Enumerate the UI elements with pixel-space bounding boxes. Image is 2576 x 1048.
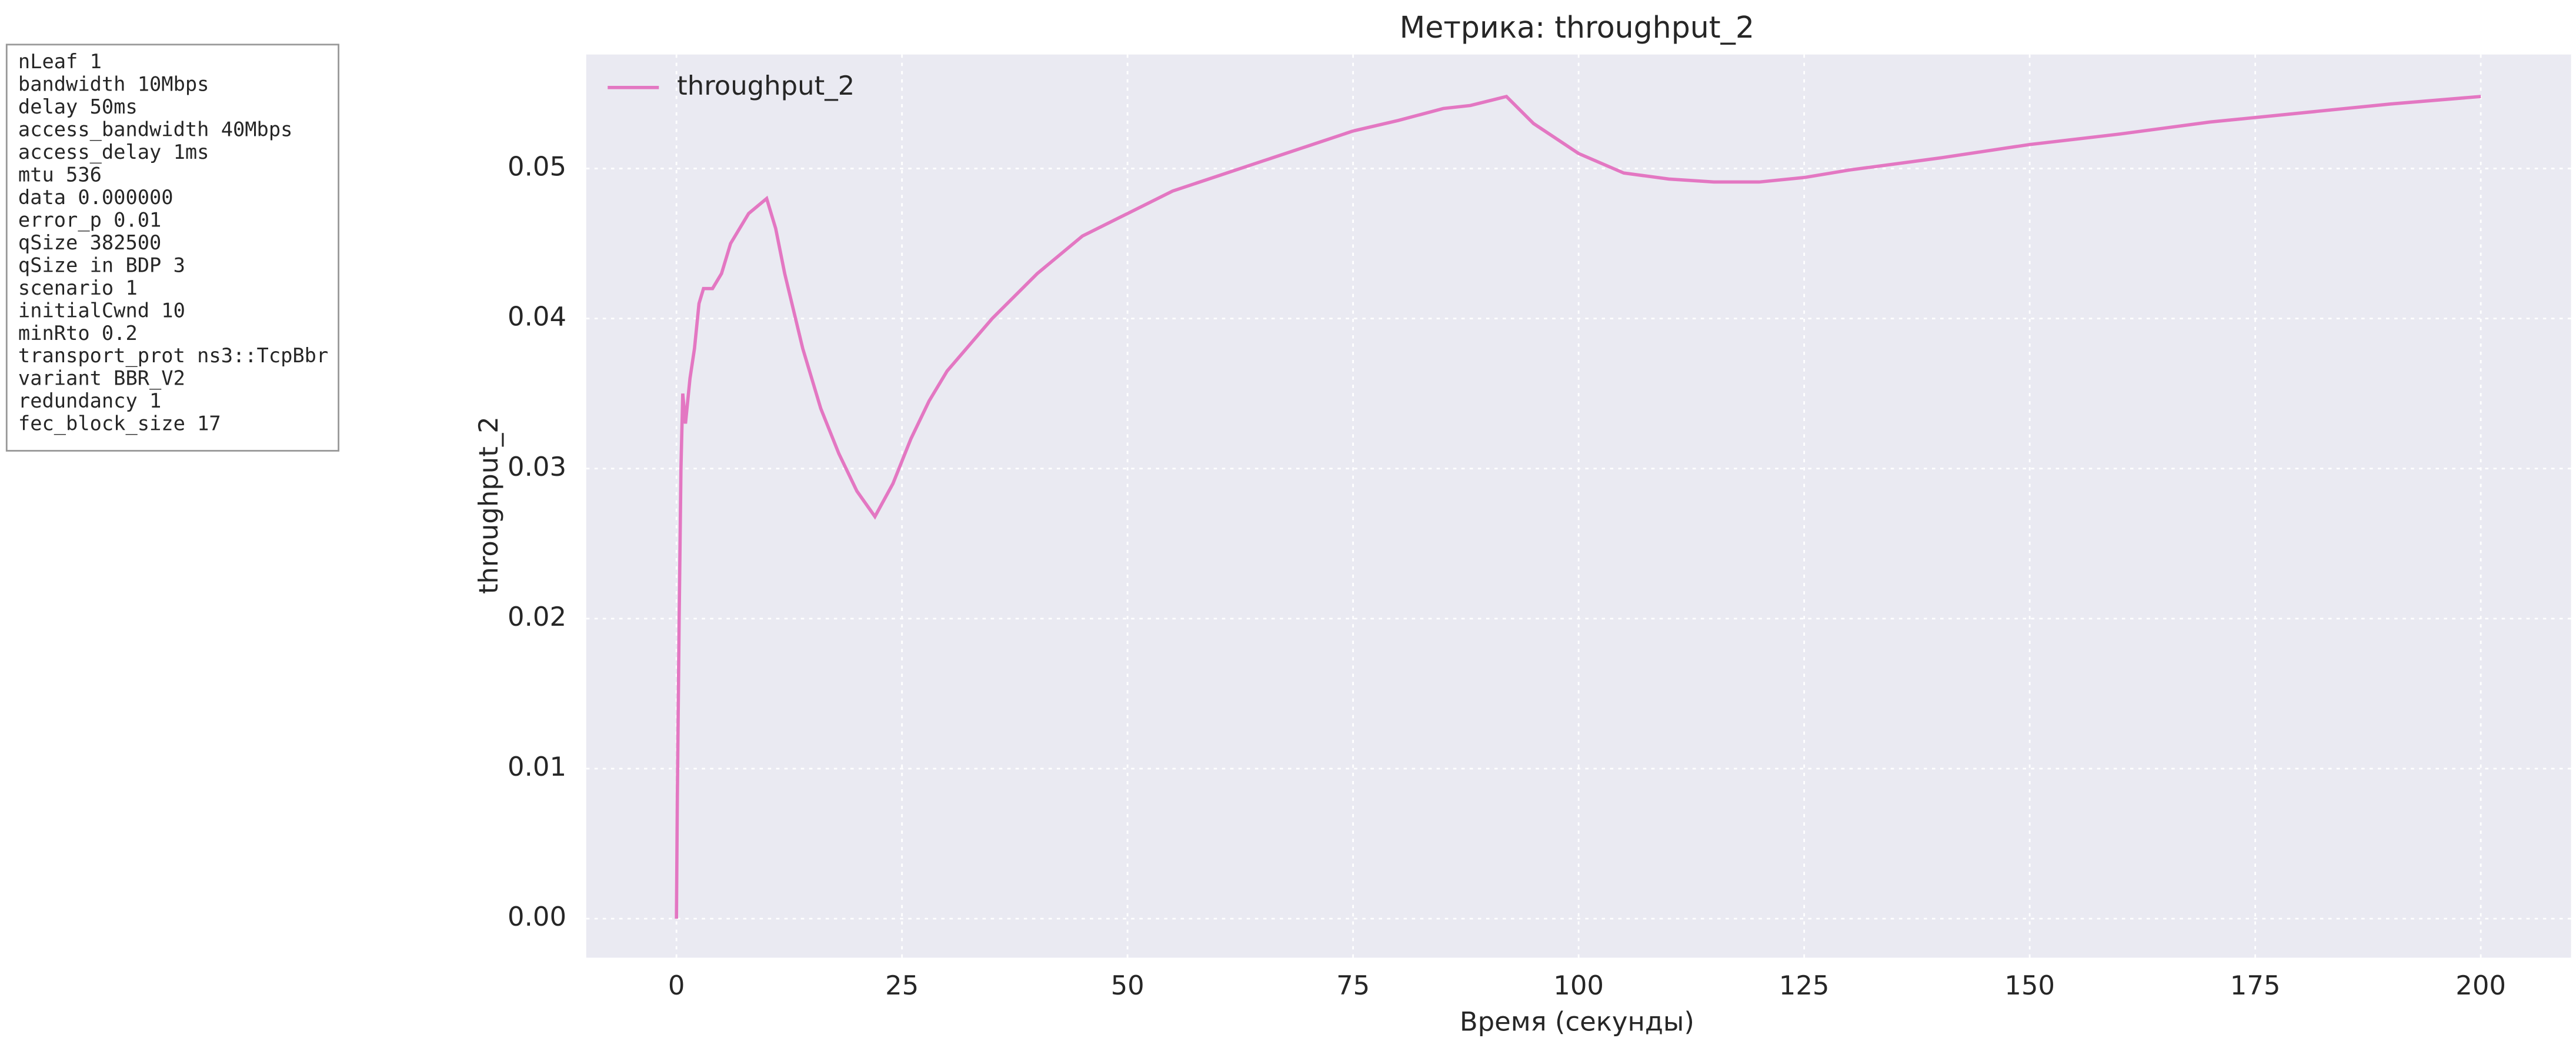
info-line: nLeaf 1 xyxy=(18,50,102,73)
info-line: minRto 0.2 xyxy=(18,322,138,345)
y-tick-label: 0.01 xyxy=(508,751,566,782)
x-tick-label: 200 xyxy=(2455,970,2506,1001)
y-tick-label: 0.03 xyxy=(508,451,566,482)
plot-area xyxy=(586,54,2571,958)
x-tick-label: 75 xyxy=(1336,970,1370,1001)
y-tick-label: 0.00 xyxy=(508,901,566,932)
info-line: transport_prot ns3::TcpBbr xyxy=(18,344,328,368)
info-line: bandwidth 10Mbps xyxy=(18,73,209,96)
x-tick-label: 25 xyxy=(885,970,919,1001)
info-line: fec_block_size 17 xyxy=(18,412,221,436)
x-tick-label: 150 xyxy=(2004,970,2055,1001)
info-line: access_bandwidth 40Mbps xyxy=(18,118,292,142)
info-line: data 0.000000 xyxy=(18,186,173,209)
y-tick-label: 0.05 xyxy=(508,151,566,182)
info-line: qSize in BDP 3 xyxy=(18,253,185,276)
info-line: mtu 536 xyxy=(18,163,102,186)
info-line: redundancy 1 xyxy=(18,389,161,412)
y-tick-label: 0.04 xyxy=(508,301,566,332)
info-line: delay 50ms xyxy=(18,95,138,118)
chart-title: Метрика: throughput_2 xyxy=(1400,10,1754,45)
info-line: error_p 0.01 xyxy=(18,208,161,232)
x-tick-label: 125 xyxy=(1779,970,1830,1001)
info-line: qSize 382500 xyxy=(18,231,161,254)
line xyxy=(675,94,2481,919)
y-tick-label: 0.02 xyxy=(508,601,566,632)
y-axis-label: throughput_2 xyxy=(473,416,504,594)
x-tick-label: 50 xyxy=(1111,970,1144,1001)
x-axis-label: Время (секунды) xyxy=(1460,1006,1694,1037)
info-box xyxy=(5,44,340,452)
x-tick-label: 100 xyxy=(1553,970,1604,1001)
info-line: scenario 1 xyxy=(18,276,138,299)
legend-label: throughput_2 xyxy=(677,70,855,101)
x-tick-label: 0 xyxy=(668,970,685,1001)
x-tick-label: 175 xyxy=(2230,970,2281,1001)
info-line: variant BBR_V2 xyxy=(18,367,185,391)
info-line: access_delay 1ms xyxy=(18,141,209,164)
info-line: initialCwnd 10 xyxy=(18,299,185,322)
